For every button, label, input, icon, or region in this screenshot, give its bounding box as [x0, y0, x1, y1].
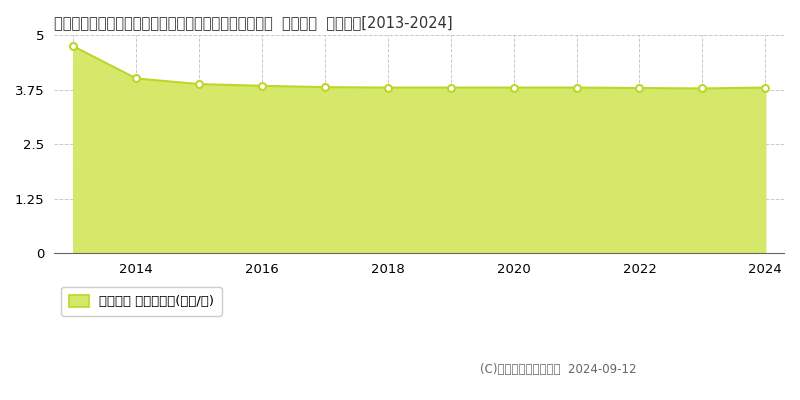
Text: 青森県南津軽郡田舎館村大字田舎舘字中辻１２５番５外  地価公示  地価推移[2013-2024]: 青森県南津軽郡田舎館村大字田舎舘字中辻１２５番５外 地価公示 地価推移[2013… [54, 15, 453, 30]
Text: (C)土地価格ドットコム  2024-09-12: (C)土地価格ドットコム 2024-09-12 [480, 363, 637, 376]
Legend: 地価公示 平均坪単価(万円/坪): 地価公示 平均坪単価(万円/坪) [61, 287, 222, 316]
